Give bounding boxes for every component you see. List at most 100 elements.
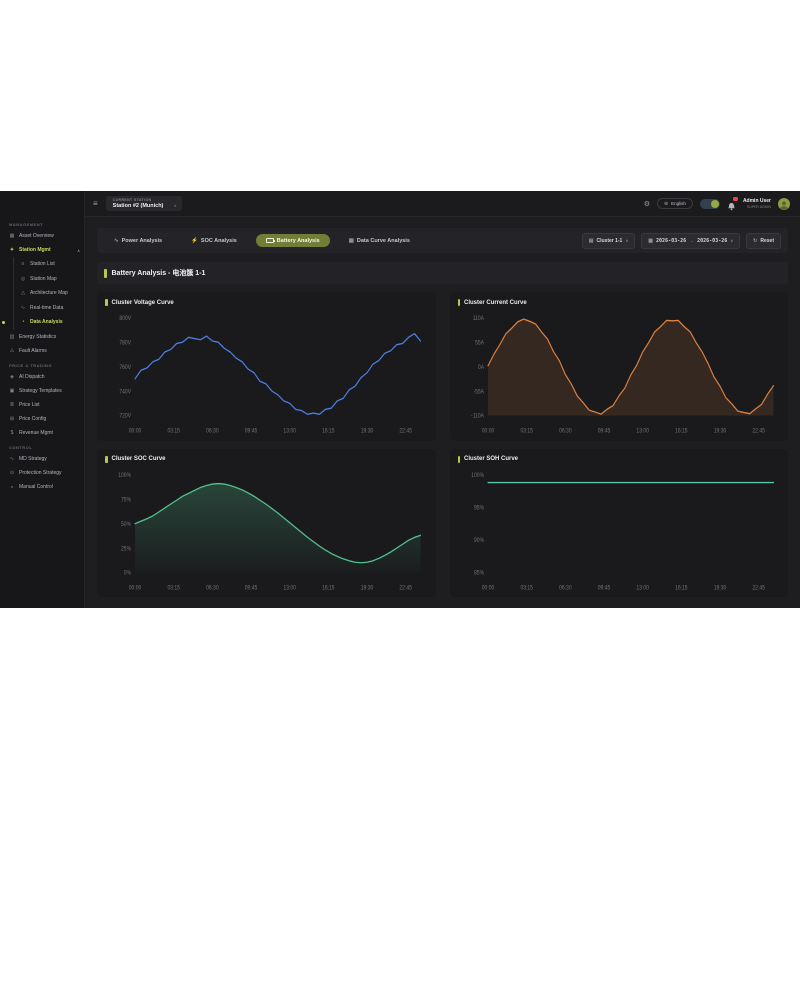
chart-canvas-soh[interactable]: 100% 95% 90% 85% 00:00 03:15 06:30 09:45 13:00 16… [458, 465, 781, 595]
sidebar-item-architecture-map[interactable]: △ Architecture Map [14, 286, 84, 301]
chart-plot-area: 100% 95% 90% 85% 00:00 03:15 06:30 09:45 13:00 16… [458, 465, 781, 595]
strategy-templates-icon: ▣ [9, 387, 15, 394]
tab-data-curve-analysis[interactable]: ▦ Data Curve Analysis [339, 234, 420, 247]
sidebar-item-real-time-data[interactable]: ∿ Real-time Data [14, 301, 84, 316]
sidebar-item-asset-overview[interactable]: ▦ Asset Overview [0, 229, 84, 243]
y-axis-label: 100% [471, 472, 484, 479]
date-range-picker[interactable]: ▦ 2026-03-26 → 2026-03-26 ∨ [641, 232, 741, 249]
chart-plot-area: 110A 55A 0A -55A -110A 00:00 03:15 06:30 09:45 13… [458, 308, 781, 438]
reset-button[interactable]: ↻ Reset [746, 232, 781, 249]
y-axis-label: 0% [124, 570, 131, 577]
chart-title-accent-bar [457, 455, 460, 463]
sidebar-item-protection-strategy[interactable]: ⊙ Protection Strategy [0, 466, 84, 480]
soc-analysis-icon: ⚡ [191, 237, 198, 244]
arrow-right-icon: → [689, 237, 695, 244]
sidebar-item-station-map[interactable]: ◎ Station Map [14, 272, 84, 287]
user-menu[interactable]: Admin User SUPER ADMIN [743, 198, 771, 209]
sidebar-item-price-config[interactable]: ⊞ Price Config [0, 412, 84, 426]
station-selector-value: Station #2 (Munich) [112, 203, 164, 209]
station-mgmt-icon: ✦ [9, 247, 15, 253]
tab-label: Battery Analysis [276, 237, 320, 244]
x-axis-label: 03:15 [167, 428, 180, 435]
date-to: 2026-03-26 [697, 237, 728, 244]
tab-soc-analysis[interactable]: ⚡ SOC Analysis [181, 234, 247, 247]
tab-power-analysis[interactable]: ∿ Power Analysis [104, 234, 172, 247]
chart-canvas-voltage[interactable]: 800V 780V 760V 740V 720V 00:00 03:15 06:30 09:45… [105, 308, 428, 438]
sidebar-item-strategy-templates[interactable]: ▣ Strategy Templates [0, 384, 84, 398]
sidebar-section-label: MANAGEMENT [9, 222, 44, 227]
sidebar-item-revenue-mgmt[interactable]: $ Revenue Mgmt [0, 426, 84, 440]
sidebar-item-fault-alarms[interactable]: ⚠ Fault Alarms [0, 344, 84, 358]
notifications-button[interactable] [727, 196, 738, 210]
x-axis-label: 06:30 [206, 585, 219, 592]
x-axis-label: 19:30 [713, 585, 726, 592]
chart-card-soh: Cluster SOH Curve 100% 95% 90% 85% 00:00 03:15… [449, 448, 788, 597]
x-axis-label: 09:45 [597, 428, 610, 435]
sidebar-item-manual-control[interactable]: ◒ Manual Control [0, 480, 84, 494]
x-axis-label: 06:30 [206, 428, 219, 435]
chart-title-accent-bar [457, 299, 460, 306]
language-label: English [671, 201, 686, 206]
sidebar-item-station-list[interactable]: ≡ Station List [14, 257, 84, 272]
theme-toggle[interactable] [699, 198, 720, 209]
chart-card-header: Cluster Voltage Curve [105, 299, 428, 306]
sidebar-item-label: Protection Strategy [19, 469, 62, 476]
y-axis-label: 50% [121, 521, 131, 528]
sidebar-section-label: CONTROL [9, 444, 33, 450]
chart-card-header: Cluster SOC Curve [105, 455, 428, 463]
sidebar-item-station-mgmt[interactable]: ✦ Station Mgmt ∧ [0, 243, 84, 257]
app-window: MANAGEMENT ▦ Asset Overview ✦ Station Mgmt ∧ ≡… [0, 191, 800, 608]
price-config-icon: ⊞ [9, 415, 15, 422]
active-indicator-dot [2, 320, 5, 324]
y-axis-label: 75% [121, 497, 131, 504]
tab-battery-analysis[interactable]: Battery Analysis [255, 234, 330, 247]
sidebar-item-label: Strategy Templates [19, 387, 62, 394]
manual-control-icon: ◒ [10, 483, 14, 490]
chart-card-current: Cluster Current Curve 110A 55A 0A -55A -110A 0… [449, 292, 788, 441]
y-axis-label: 760V [119, 364, 131, 371]
page-title-bar: Battery Analysis - 电池簇 1-1 [97, 262, 788, 284]
chart-area-fill [487, 319, 773, 416]
sidebar-item-label: Asset Overview [19, 233, 54, 239]
y-axis-label: 740V [119, 389, 131, 396]
sidebar-item-data-analysis[interactable]: ◔ Data Analysis [2, 315, 84, 330]
chart-card-header: Cluster Current Curve [457, 299, 781, 306]
chart-series-line [134, 482, 422, 563]
sidebar-item-label: Revenue Mgmt [19, 429, 53, 436]
avatar[interactable] [778, 197, 790, 210]
sidebar-item-label: AI Dispatch [19, 373, 45, 380]
y-axis-label: 110A [472, 316, 484, 323]
cluster-select[interactable]: ▤ Cluster 1-1 ∨ [581, 232, 636, 249]
chevron-down-icon: ∨ [173, 203, 177, 208]
station-selector-label: CURRENT STATION [112, 198, 152, 202]
y-axis-label: 780V [119, 340, 131, 347]
user-role: SUPER ADMIN [746, 205, 771, 209]
hamburger-icon[interactable]: ≡ [93, 199, 98, 208]
sidebar-item-energy-statistics[interactable]: ▥ Energy Statistics [0, 330, 84, 344]
sidebar-item-label: Real-time Data [30, 304, 64, 311]
fault-alarms-icon: ⚠ [9, 347, 15, 354]
x-axis-label: 09:45 [597, 585, 610, 592]
chart-title-accent-bar [105, 299, 108, 306]
x-axis-label: 13:00 [283, 585, 296, 592]
sidebar-item-md-strategy[interactable]: ∿ MD Strategy [0, 452, 84, 466]
y-axis-label: -55A [473, 389, 484, 396]
header-actions: ⚙ ⊕ English Admin User SUPER ADMIN [643, 196, 790, 210]
station-selector[interactable]: CURRENT STATION Station #2 (Munich) ∨ [105, 196, 182, 211]
sidebar-item-price-list[interactable]: ≣ Price List [0, 398, 84, 412]
sidebar-submenu: ≡ Station List ◎ Station Map △ Architecture M… [2, 257, 84, 330]
toggle-knob [710, 199, 719, 208]
gear-icon[interactable]: ⚙ [643, 200, 650, 208]
sidebar-section-label: PRICE & TRADING [9, 362, 53, 368]
chart-plot-area: 800V 780V 760V 740V 720V 00:00 03:15 06:30 09:45… [105, 308, 428, 438]
y-axis-label: -110A [471, 413, 484, 420]
language-selector[interactable]: ⊕ English [656, 198, 693, 209]
chart-canvas-soc[interactable]: 100% 75% 50% 25% 0% 00:00 03:15 06:30 09:45 13:00… [105, 465, 428, 595]
protection-strategy-icon: ⊙ [9, 469, 15, 476]
sidebar-item-ai-dispatch[interactable]: ◈ AI Dispatch [0, 370, 84, 384]
bell-icon [728, 202, 735, 210]
x-axis-label: 00:00 [481, 428, 494, 435]
chart-title: Cluster Current Curve [464, 299, 527, 306]
chart-canvas-current[interactable]: 110A 55A 0A -55A -110A 00:00 03:15 06:30 09:45 13… [458, 308, 781, 438]
sidebar-item-label: Manual Control [19, 483, 53, 490]
